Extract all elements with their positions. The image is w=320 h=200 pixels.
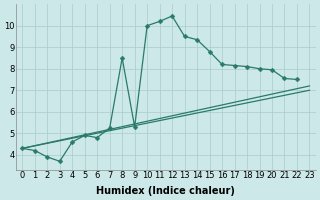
X-axis label: Humidex (Indice chaleur): Humidex (Indice chaleur) [96,186,235,196]
